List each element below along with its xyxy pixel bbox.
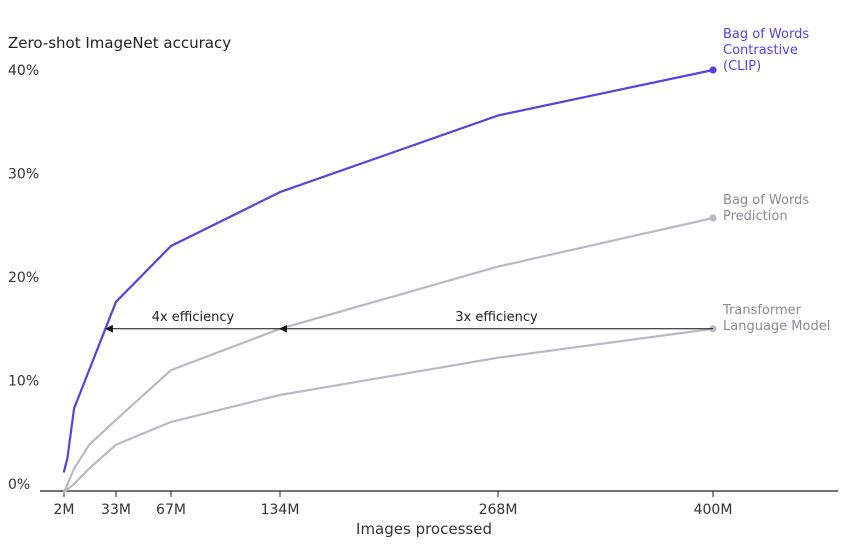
series-label-bag-of-words-contrastive-clip: Bag of Words Contrastive (CLIP): [723, 27, 809, 74]
x-axis-ticks: 2M 33M 67M 134M 268M 400M: [54, 491, 733, 518]
x-tick-label: 67M: [156, 502, 186, 518]
y-tick-label: 0%: [8, 477, 30, 493]
series-line-bag-of-words-contrastive-clip: [62, 68, 715, 473]
x-axis-title: Images processed: [356, 520, 492, 538]
annotation-layer: 4x efficiency 3x efficiency: [105, 310, 713, 333]
y-tick-label: 20%: [8, 270, 39, 286]
efficiency-label: 3x efficiency: [455, 310, 538, 325]
series-line-transformer-language-model: [62, 327, 715, 494]
y-tick-label: 40%: [8, 63, 39, 79]
x-tick-label: 268M: [479, 502, 518, 518]
y-tick-label: 10%: [8, 374, 39, 390]
series-end-point-bag-of-words-contrastive-clip: [709, 66, 717, 74]
x-tick-label: 2M: [54, 502, 75, 518]
series-labels: Bag of Words Contrastive (CLIP) Bag of Word…: [722, 27, 830, 334]
x-tick-label: 134M: [261, 502, 300, 518]
y-tick-label: 30%: [8, 167, 39, 183]
x-tick-label: 400M: [694, 502, 733, 518]
chart-title: Zero-shot ImageNet accuracy: [8, 34, 231, 52]
series-label-bag-of-words-prediction: Bag of Words Prediction: [723, 193, 809, 224]
efficiency-label: 4x efficiency: [152, 310, 235, 325]
series-end-point-bag-of-words-prediction: [709, 214, 717, 222]
series-label-transformer-language-model: Transformer Language Model: [722, 303, 830, 334]
series-layer: [62, 66, 717, 494]
series-line-bag-of-words-prediction: [62, 216, 715, 494]
x-tick-label: 33M: [101, 502, 131, 518]
y-axis-ticks: 0% 10% 20% 30% 40%: [8, 63, 39, 493]
